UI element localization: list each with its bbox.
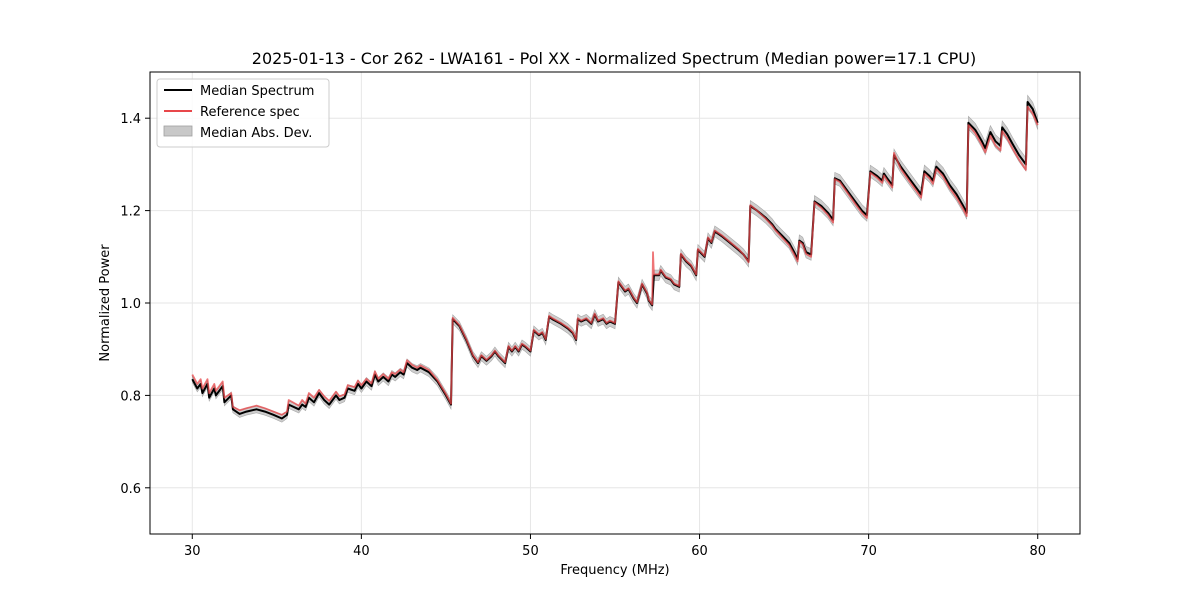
x-tick-label: 50 — [522, 544, 539, 559]
chart-title: 2025-01-13 - Cor 262 - LWA161 - Pol XX -… — [252, 49, 976, 68]
y-tick-label: 1.0 — [120, 297, 141, 312]
x-tick-label: 80 — [1029, 544, 1046, 559]
mad-band — [192, 94, 1038, 423]
legend-label-reference-spec: Reference spec — [200, 105, 300, 120]
x-axis-label: Frequency (MHz) — [560, 563, 669, 578]
legend: Median Spectrum Reference spec Median Ab… — [156, 78, 330, 148]
x-axis: 30 40 50 60 70 80 — [184, 534, 1046, 559]
y-axis: 0.6 0.8 1.0 1.2 1.4 — [120, 112, 150, 497]
series-lines — [191, 101, 1039, 420]
median-abs-dev-band — [192, 94, 1038, 423]
y-tick-label: 0.8 — [120, 389, 141, 404]
y-tick-label: 0.6 — [120, 482, 141, 497]
x-tick-label: 40 — [353, 544, 370, 559]
x-tick-label: 70 — [860, 544, 877, 559]
legend-swatch-median-abs-dev — [163, 125, 193, 137]
x-tick-label: 60 — [691, 544, 708, 559]
y-tick-label: 1.2 — [120, 205, 141, 220]
series-line-reference-spec — [191, 105, 1039, 416]
x-tick-label: 30 — [184, 544, 201, 559]
y-axis-label: Normalized Power — [98, 244, 113, 362]
grid — [150, 72, 1080, 534]
legend-label-median-abs-dev: Median Abs. Dev. — [200, 126, 312, 141]
legend-box — [156, 78, 330, 148]
y-tick-label: 1.4 — [120, 112, 141, 127]
legend-label-median-spectrum: Median Spectrum — [200, 84, 314, 99]
